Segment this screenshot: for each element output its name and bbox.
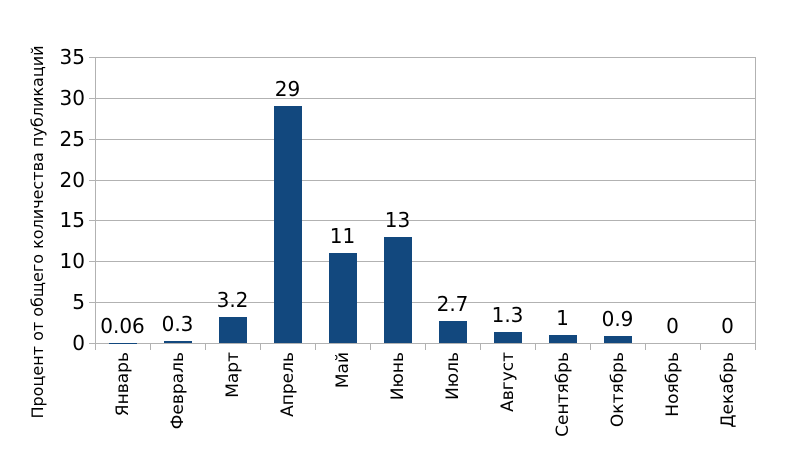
y-tick-label: 5 [72,290,85,315]
x-tick-label: Октябрь [607,352,628,428]
gridline [95,220,755,222]
gridline [95,138,755,140]
value-label: 0.06 [100,313,145,338]
y-tick-label: 10 [59,249,85,274]
bar [548,334,577,343]
value-label: 0.9 [601,306,634,331]
x-tick-label: Сентябрь [552,352,573,437]
y-tick-mark [89,302,95,304]
bar [383,236,412,343]
x-tick-mark [755,344,756,350]
y-tick-label: 30 [59,85,85,110]
x-tick-mark [535,344,536,350]
gridline [95,97,755,99]
y-tick-label: 0 [72,331,85,355]
value-label: 2.7 [436,291,469,316]
value-label: 0.3 [161,311,194,336]
x-tick-mark [590,344,591,350]
bar [438,320,467,343]
plot-right-border [755,57,756,344]
x-tick-label: Январь [112,352,133,417]
y-axis-line [95,57,96,343]
y-tick-label: 25 [59,126,85,151]
x-tick-mark [205,344,206,350]
value-label: 0 [721,314,734,338]
x-tick-mark [315,344,316,350]
value-label: 1.3 [491,303,524,328]
bar [273,106,302,343]
x-tick-mark [645,344,646,350]
x-tick-label: Декабрь [717,352,738,428]
x-tick-mark [370,344,371,350]
x-tick-label: Июнь [387,352,408,401]
x-tick-mark [425,344,426,350]
y-tick-label: 35 [59,45,85,69]
bar [603,335,632,343]
x-tick-mark [150,344,151,350]
y-tick-mark [89,179,95,181]
gridline [95,261,755,263]
x-tick-label: Март [222,352,243,398]
y-tick-mark [89,261,95,263]
value-label: 11 [329,224,356,249]
bar [493,332,522,343]
x-tick-mark [700,344,701,350]
gridline [95,179,755,181]
gridline [95,302,755,304]
value-label: 29 [274,77,301,102]
x-tick-mark [480,344,481,350]
value-label: 1 [556,305,569,330]
x-tick-label: Май [332,352,353,389]
y-tick-mark [89,57,95,58]
y-tick-mark [89,138,95,140]
x-tick-label: Август [497,352,518,412]
bar [328,253,357,343]
y-tick-label: 20 [59,167,85,192]
bar [163,340,192,343]
value-label: 3.2 [216,287,249,312]
gridline [95,57,755,58]
x-tick-mark [260,344,261,350]
x-tick-label: Февраль [167,352,188,430]
x-axis-line [95,343,756,344]
value-label: 0 [666,314,679,338]
y-tick-mark [89,343,95,344]
x-tick-label: Июль [442,352,463,400]
value-label: 13 [384,207,411,232]
x-tick-label: Ноябрь [662,352,683,417]
x-tick-mark [95,344,96,350]
x-tick-label: Апрель [277,352,298,417]
y-tick-mark [89,220,95,222]
y-tick-mark [89,97,95,99]
bar [218,316,247,343]
y-tick-label: 15 [59,208,85,233]
